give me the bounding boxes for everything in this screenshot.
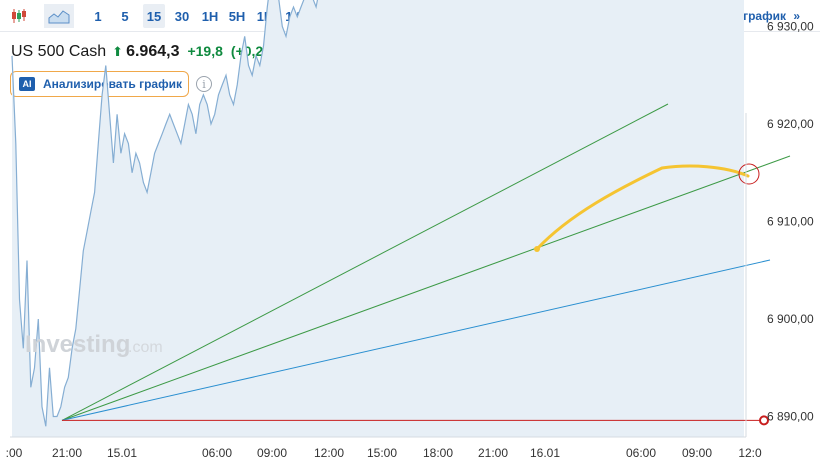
x-axis: :00 21:00 15.01 06:00 09:00 12:00 15:00 18:00 21… — [6, 446, 762, 460]
x-tick-label: 06:00 — [626, 446, 656, 460]
analyze-chart-label: Анализировать график — [43, 77, 182, 91]
price-area-fill — [12, 0, 744, 437]
y-axis: 6 890,00 6 900,00 6 910,00 6 920,00 6 930,00… — [767, 20, 814, 424]
x-tick-label: 12:00 — [314, 446, 344, 460]
trend-line-blue — [61, 259, 771, 421]
y-tick-label: 6 910,00 — [767, 215, 814, 229]
area-chart-icon[interactable] — [44, 4, 74, 28]
watermark-brand: Investing — [25, 331, 130, 358]
arc-start-dot — [534, 246, 540, 252]
chart-drawings[interactable] — [10, 0, 791, 426]
x-tick-label: 21:00 — [52, 446, 82, 460]
interval-5h[interactable]: 5H — [228, 8, 246, 24]
x-tick-label: 15.01 — [107, 446, 137, 460]
x-tick-label: :00 — [6, 446, 23, 460]
y-tick-label: 6 890,00 — [767, 410, 814, 424]
instrument-name: US 500 Cash — [11, 43, 107, 60]
y-tick-label: 6 930,00 — [767, 20, 814, 34]
price-change: +19,8 — [187, 43, 223, 59]
up-arrow-icon: ⬆ — [112, 44, 124, 59]
interval-5[interactable]: 5 — [121, 8, 129, 24]
ai-icon: AI — [19, 77, 35, 91]
interval-1h[interactable]: 1H — [201, 8, 219, 24]
interval-15[interactable]: 15 — [143, 4, 165, 28]
interval-1[interactable]: 1 — [94, 8, 102, 24]
x-tick-label: 06:00 — [202, 446, 232, 460]
candlestick-icon-graphic — [12, 9, 26, 23]
last-price: 6.964,3 — [126, 43, 180, 60]
trend-line-mid — [61, 155, 791, 421]
y-tick-label: 6 920,00 — [767, 117, 814, 131]
x-tick-label: 15:00 — [367, 446, 397, 460]
x-tick-label: 09:00 — [682, 446, 712, 460]
watermark-suffix: .com — [128, 339, 163, 356]
y-tick-label: 6 900,00 — [767, 312, 814, 326]
x-tick-label: 21:00 — [478, 446, 508, 460]
price-line — [11, 0, 319, 427]
interval-30[interactable]: 30 — [174, 8, 190, 24]
analyze-chart-button[interactable]: AI Анализировать график — [10, 71, 189, 97]
area-chart-icon-graphic — [48, 10, 70, 24]
info-icon[interactable]: i — [196, 76, 212, 92]
handle-lower — [759, 415, 769, 426]
trend-line-steep — [61, 103, 669, 421]
candlestick-icon[interactable] — [6, 4, 32, 28]
x-tick-label: 16.01 — [530, 446, 560, 460]
arc-drawing — [535, 164, 750, 251]
x-tick-label: 12:0 — [738, 446, 762, 460]
x-tick-label: 09:00 — [257, 446, 287, 460]
chevron-right-icon: » — [793, 9, 800, 23]
highlight-circle — [738, 163, 760, 185]
x-tick-label: 18:00 — [423, 446, 453, 460]
